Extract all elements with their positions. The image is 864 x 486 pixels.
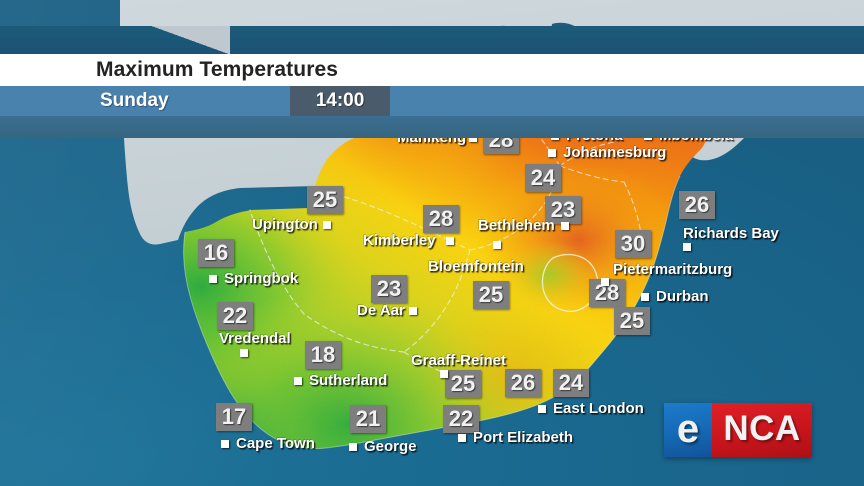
city-marker-dot xyxy=(209,275,217,283)
temperature-badge: 25 xyxy=(307,186,343,214)
city-marker-dot xyxy=(240,349,248,357)
logo-nca-letters: NCA xyxy=(723,409,801,448)
city-label: Bethlehem xyxy=(478,217,555,234)
temperature-badge: 26 xyxy=(505,369,541,397)
page-title: Maximum Temperatures xyxy=(96,58,339,81)
city-marker-dot xyxy=(493,241,501,249)
temperature-badge: 18 xyxy=(305,341,341,369)
city-label: Sutherland xyxy=(309,372,388,389)
city-marker-dot xyxy=(294,377,302,385)
city-label: De Aar xyxy=(357,302,405,319)
city-marker-dot xyxy=(601,278,609,286)
temperature-badge: 26 xyxy=(679,191,715,219)
banner-day-plate xyxy=(0,86,864,116)
city-marker-dot xyxy=(409,307,417,315)
temperature-badge: 17 xyxy=(216,403,252,431)
city-label: Port Elizabeth xyxy=(473,429,574,446)
city-marker-dot xyxy=(538,405,546,413)
city-label: Bloemfontein xyxy=(428,258,524,275)
enca-logo: e NCA xyxy=(664,403,812,457)
city-marker-dot xyxy=(446,237,454,245)
temperature-badge: 21 xyxy=(350,405,386,433)
banner-top-strip xyxy=(0,26,864,54)
city-label: Vredendal xyxy=(219,330,291,347)
banner-bottom-strip xyxy=(0,116,864,138)
city-label: Springbok xyxy=(224,270,299,287)
temperature-badge: 25 xyxy=(445,370,481,398)
temperature-badge: 16 xyxy=(198,239,234,267)
day-label: Sunday xyxy=(100,90,169,111)
time-label: 14:00 xyxy=(315,90,365,111)
temperature-badge: 25 xyxy=(614,307,650,335)
logo-nca-block: NCA xyxy=(712,403,812,457)
city-label: Kimberley xyxy=(363,232,436,249)
city-label: East London xyxy=(553,400,644,417)
time-plate xyxy=(290,86,390,116)
city-marker-dot xyxy=(458,434,466,442)
temperature-badge: 28 xyxy=(423,205,459,233)
city-label: Durban xyxy=(656,288,709,305)
banner-title-plate xyxy=(0,54,864,86)
temperature-badge: 24 xyxy=(525,164,561,192)
city-marker-dot xyxy=(641,293,649,301)
city-marker-dot xyxy=(349,443,357,451)
logo-e-block: e xyxy=(664,403,712,457)
city-label: Graaff-Reinet xyxy=(411,352,507,369)
temperature-badge: 22 xyxy=(443,405,479,433)
city-label: Johannesburg xyxy=(563,144,667,161)
temperature-badge: 30 xyxy=(615,230,651,258)
logo-e-letter: e xyxy=(676,407,700,451)
city-marker-dot xyxy=(221,440,229,448)
city-label: Richards Bay xyxy=(683,225,779,242)
temperature-badge: 24 xyxy=(553,369,589,397)
banner-top-diagonal xyxy=(150,26,230,54)
city-marker-dot xyxy=(548,149,556,157)
temperature-badge: 23 xyxy=(545,196,581,224)
city-marker-dot xyxy=(683,243,691,251)
temperature-badge: 25 xyxy=(473,281,509,309)
city-marker-dot xyxy=(469,134,477,142)
city-marker-dot xyxy=(561,222,569,230)
city-marker-dot xyxy=(323,221,331,229)
temperature-badge: 23 xyxy=(371,275,407,303)
temperature-badge: 22 xyxy=(217,302,253,330)
city-label: George xyxy=(364,438,417,455)
city-label: Upington xyxy=(252,216,318,233)
city-marker-dot xyxy=(440,370,448,378)
city-label: Cape Town xyxy=(236,435,315,452)
city-label: Pietermaritzburg xyxy=(613,261,733,278)
